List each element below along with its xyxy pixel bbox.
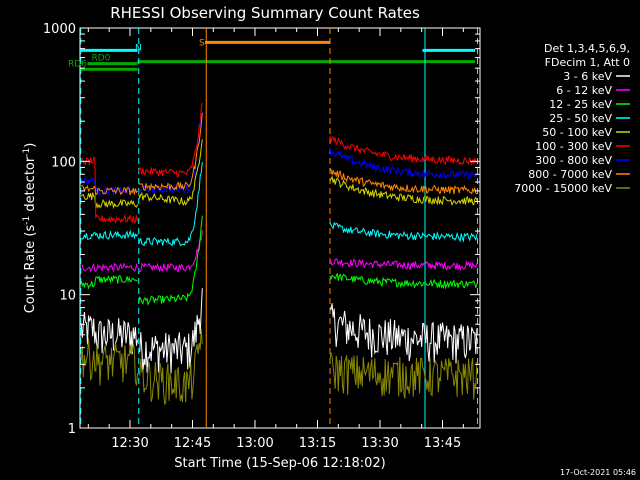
flag-label: RD6 — [68, 59, 87, 69]
legend-entry-label: 300 - 800 keV — [535, 154, 612, 167]
series-line — [80, 288, 478, 374]
y-tick-label: 100 — [51, 155, 76, 170]
legend-header-1: Det 1,3,4,5,6,9, — [544, 42, 630, 55]
x-axis-label: Start Time (15-Sep-06 12:18:02) — [174, 456, 385, 471]
legend-header-2: FDecim 1, Att 0 — [545, 56, 630, 69]
legend-entry-label: 7000 - 15000 keV — [514, 182, 612, 195]
series-line — [80, 139, 478, 210]
legend-entry-label: 12 - 25 keV — [549, 98, 612, 111]
x-tick-label: 13:00 — [236, 436, 273, 451]
x-tick-label: 12:30 — [111, 436, 148, 451]
legend-entry-label: 50 - 100 keV — [542, 126, 612, 139]
flag-label: RD0 — [92, 54, 111, 64]
y-tick-label: 1000 — [43, 22, 76, 37]
legend: Det 1,3,4,5,6,9, FDecim 1, Att 0 3 - 6 k… — [514, 42, 630, 195]
legend-entry-label: 800 - 7000 keV — [528, 168, 612, 181]
y-tick-label: 1 — [68, 422, 76, 437]
x-tick-label: 12:45 — [174, 436, 211, 451]
legend-entry-label: 6 - 12 keV — [556, 84, 612, 97]
chart-title: RHESSI Observing Summary Count Rates — [110, 4, 420, 22]
legend-entry-label: 25 - 50 keV — [549, 112, 612, 125]
x-tick-label: 13:45 — [424, 436, 461, 451]
series-line — [80, 215, 478, 307]
y-axis-label: Count Rate (s-1 detector-1) — [22, 143, 38, 314]
series-line — [80, 329, 478, 405]
plot-frame-border — [79, 27, 481, 429]
x-tick-label: 13:30 — [361, 436, 398, 451]
flag-label: S — [199, 38, 205, 48]
x-tick-label: 13:15 — [299, 436, 336, 451]
series-line — [80, 161, 478, 247]
timestamp: 17-Oct-2021 05:46 — [560, 468, 636, 477]
legend-entry-label: 3 - 6 keV — [563, 70, 612, 83]
series-line — [81, 230, 478, 273]
series-line — [81, 112, 478, 196]
legend-entry-label: 100 - 300 keV — [535, 140, 612, 153]
series-line — [80, 103, 478, 225]
y-tick-label: 10 — [59, 289, 76, 304]
